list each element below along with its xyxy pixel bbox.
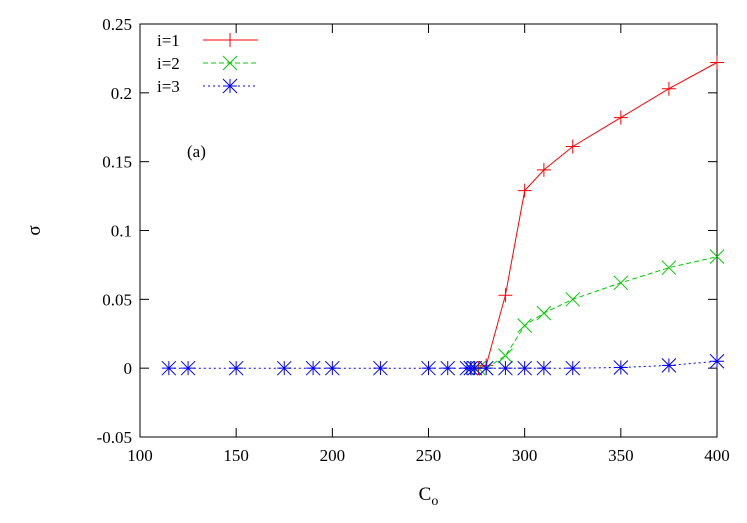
x-tick-label: 350 <box>608 446 634 465</box>
series-3-point <box>478 360 494 376</box>
x-tick-label: 400 <box>704 446 730 465</box>
legend-label-1: i=1 <box>157 31 180 50</box>
series-3-point <box>709 353 725 369</box>
series-1-point <box>613 110 628 125</box>
series-1-point <box>565 139 580 154</box>
series-3-point <box>536 360 552 376</box>
series-3-line <box>168 360 718 369</box>
y-axis-label: σ <box>24 225 45 235</box>
x-axis-label: Co <box>419 484 439 509</box>
series-layer <box>161 55 725 376</box>
series-1-point <box>517 183 532 198</box>
series-1-line <box>470 62 718 369</box>
x-tick-label: 300 <box>512 446 538 465</box>
legend-marker-3 <box>222 78 238 94</box>
x-tick-label: 200 <box>320 446 346 465</box>
y-tick-label: 0.05 <box>102 290 132 309</box>
series-3-point <box>613 360 629 375</box>
series-2-line <box>470 256 718 369</box>
series-1-point <box>498 288 513 303</box>
series-3 <box>161 353 725 376</box>
series-3-point <box>440 360 456 376</box>
series-2 <box>463 249 725 376</box>
series-3-point <box>467 360 483 376</box>
series-2-point <box>498 348 513 364</box>
series-1-point <box>710 55 724 70</box>
series-3-point <box>180 360 196 376</box>
series-1 <box>463 55 724 376</box>
series-3-point <box>421 360 436 376</box>
series-3-point <box>305 360 321 376</box>
series-3-point <box>661 358 677 373</box>
series-3-point <box>228 360 244 376</box>
x-tick-label: 100 <box>127 446 153 465</box>
series-2-point <box>536 305 552 321</box>
series-3-point <box>161 360 177 376</box>
legend-marker-1 <box>223 33 237 47</box>
x-tick-label: 250 <box>416 446 442 465</box>
axes: 100 150 200 250 300 350 400 -0.05 0 0.05 0.1 0.15 0.… <box>97 15 730 465</box>
series-3-point <box>324 360 340 376</box>
series-2-point <box>661 260 677 276</box>
series-3-point <box>565 360 581 376</box>
series-3-point <box>276 360 292 376</box>
x-axis-label-main: C <box>419 484 432 505</box>
legend-label-3: i=3 <box>157 77 180 96</box>
y-tick-label: 0.1 <box>111 222 132 241</box>
y-tick-label: -0.05 <box>97 428 132 447</box>
y-tick-label: 0.15 <box>102 153 132 172</box>
series-2-point <box>709 249 725 265</box>
series-2-point <box>613 275 629 291</box>
series-3-point <box>517 360 533 376</box>
x-axis-label-subscript: o <box>431 494 438 509</box>
series-2-point <box>517 318 533 333</box>
series-3-point <box>373 360 388 376</box>
legend: i=1 i=2 i=3 <box>157 31 258 96</box>
y-tick-label: 0.25 <box>102 15 132 34</box>
y-tick-label: 0 <box>124 359 133 378</box>
x-tick-label: 150 <box>223 446 249 465</box>
y-tick-label: 0.2 <box>111 84 132 103</box>
series-1-point <box>536 162 551 177</box>
legend-label-2: i=2 <box>157 54 180 73</box>
annotation-label: (a) <box>187 142 206 161</box>
series-3-point <box>498 360 513 376</box>
series-1-point <box>661 81 676 96</box>
legend-marker-2 <box>222 55 238 71</box>
series-2-point <box>565 291 581 307</box>
